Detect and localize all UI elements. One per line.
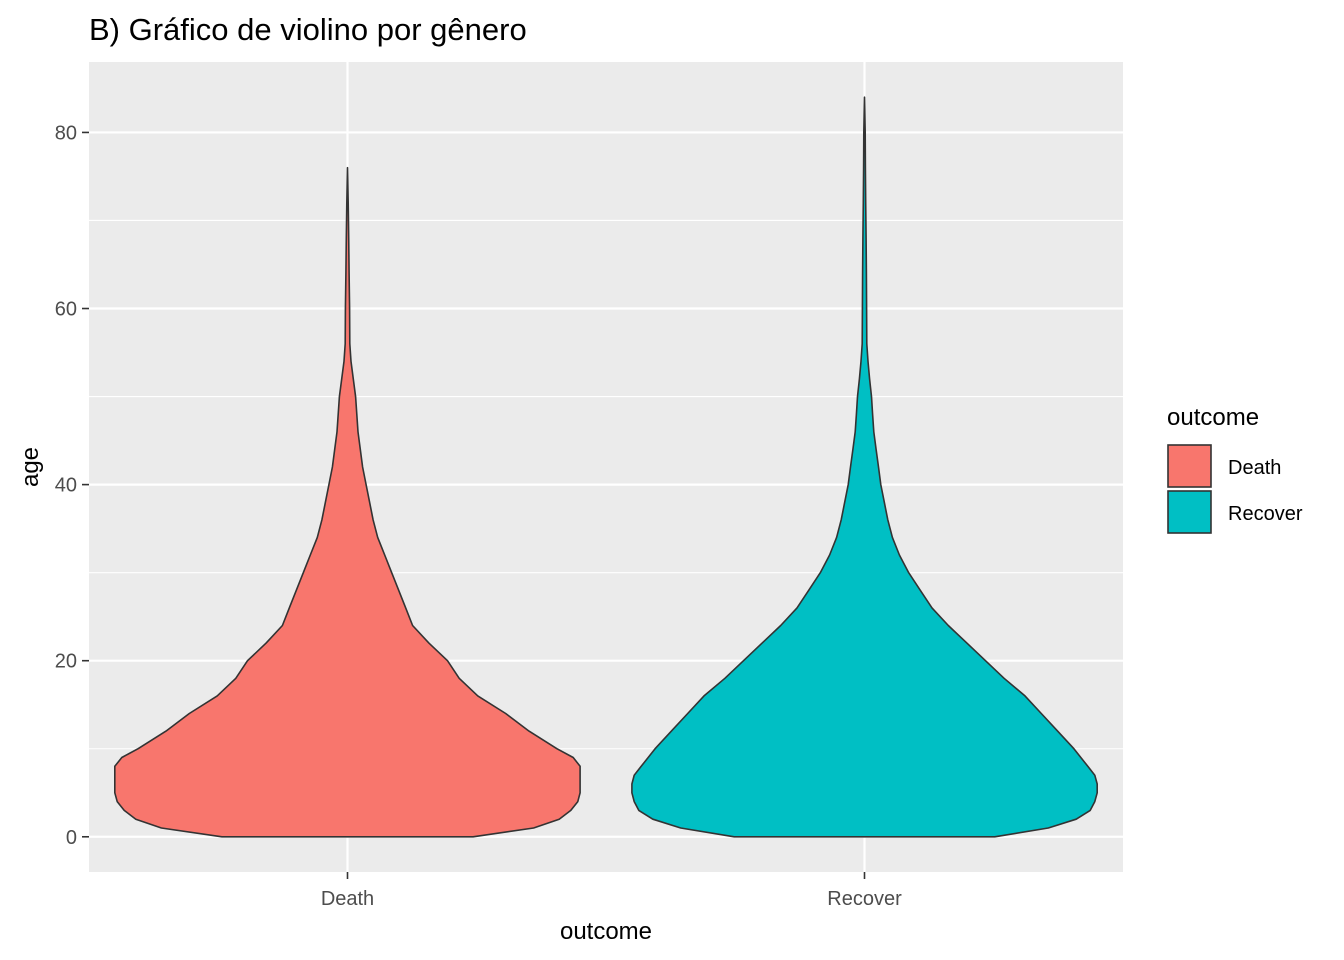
x-axis-ticks: Death Recover bbox=[321, 872, 902, 910]
y-axis-title: age bbox=[17, 447, 44, 487]
violin-recover bbox=[631, 96, 1098, 838]
y-tick-label: 80 bbox=[55, 122, 77, 144]
legend-title: outcome bbox=[1167, 404, 1259, 431]
x-tick-label: Recover bbox=[827, 888, 902, 910]
chart-title: B) Gráfico de violino por gênero bbox=[89, 12, 527, 47]
violin-death bbox=[114, 166, 581, 838]
x-tick-label: Death bbox=[321, 888, 374, 910]
y-tick-label: 20 bbox=[55, 651, 77, 673]
legend-label-recover: Recover bbox=[1228, 503, 1303, 525]
legend-key-death bbox=[1167, 444, 1212, 488]
legend: outcome Death Recover bbox=[1167, 404, 1303, 534]
legend-entries: Death Recover bbox=[1167, 444, 1303, 534]
legend-label-death: Death bbox=[1228, 457, 1281, 479]
y-axis-ticks: 0 20 40 60 80 bbox=[55, 122, 89, 849]
x-axis-title: outcome bbox=[560, 918, 652, 945]
legend-key-recover bbox=[1167, 490, 1212, 534]
y-tick-label: 40 bbox=[55, 475, 77, 497]
y-tick-label: 60 bbox=[55, 299, 77, 321]
y-tick-label: 0 bbox=[66, 827, 77, 849]
violin-layer bbox=[114, 96, 1098, 838]
